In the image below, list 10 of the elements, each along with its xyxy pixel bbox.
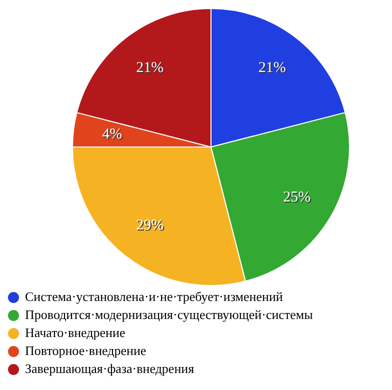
data-label: 21% <box>259 61 287 78</box>
legend-label: Завершающая·фаза·внедрения <box>25 360 194 378</box>
legend-label: Начато·внедрение <box>25 324 126 342</box>
data-label: 25% <box>284 190 312 207</box>
legend-label: Проводится·модернизация·существующей·системы <box>25 306 313 324</box>
legend-label: Повторное·внедрение <box>25 342 146 360</box>
data-label: 29% <box>137 218 165 235</box>
data-label: 4% <box>103 127 124 144</box>
data-label: 21% <box>137 61 165 78</box>
legend-label: Система·установлена·и·не·требует·изменений <box>25 288 283 306</box>
